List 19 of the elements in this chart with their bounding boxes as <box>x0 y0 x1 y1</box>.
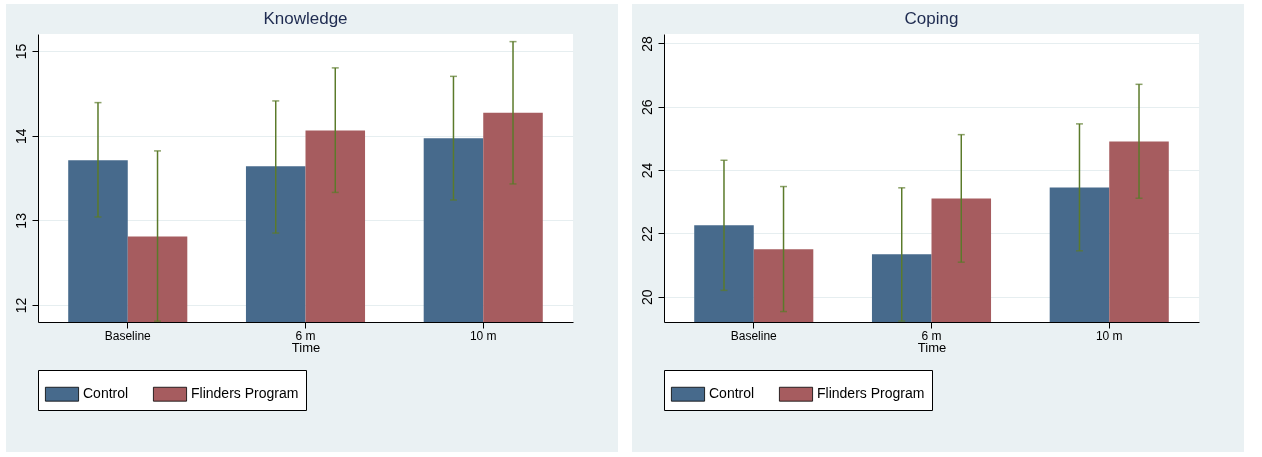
y-tick-label: 26 <box>638 99 655 116</box>
y-tick-label: 28 <box>638 36 655 52</box>
y-tick-label: 12 <box>12 297 29 314</box>
y-tick-label: 15 <box>12 43 29 60</box>
x-tick-label: Baseline <box>104 328 152 343</box>
y-tick-label: 20 <box>638 289 655 305</box>
y-tick-label: 24 <box>638 162 655 179</box>
legend-label: Control <box>83 385 129 402</box>
x-tick-label: Baseline <box>730 328 778 343</box>
chart-title: Knowledge <box>263 9 348 28</box>
y-tick-label: 14 <box>12 128 29 144</box>
x-tick-label: 10 m <box>469 328 497 343</box>
legend-label: Flinders Program <box>817 385 925 402</box>
y-tick-label: 13 <box>12 212 29 229</box>
legend-label: Control <box>709 385 755 402</box>
legend-label: Flinders Program <box>191 385 299 402</box>
x-tick-label: 10 m <box>1095 328 1123 343</box>
y-tick-label: 22 <box>638 225 655 242</box>
chart-title: Coping <box>904 9 959 28</box>
